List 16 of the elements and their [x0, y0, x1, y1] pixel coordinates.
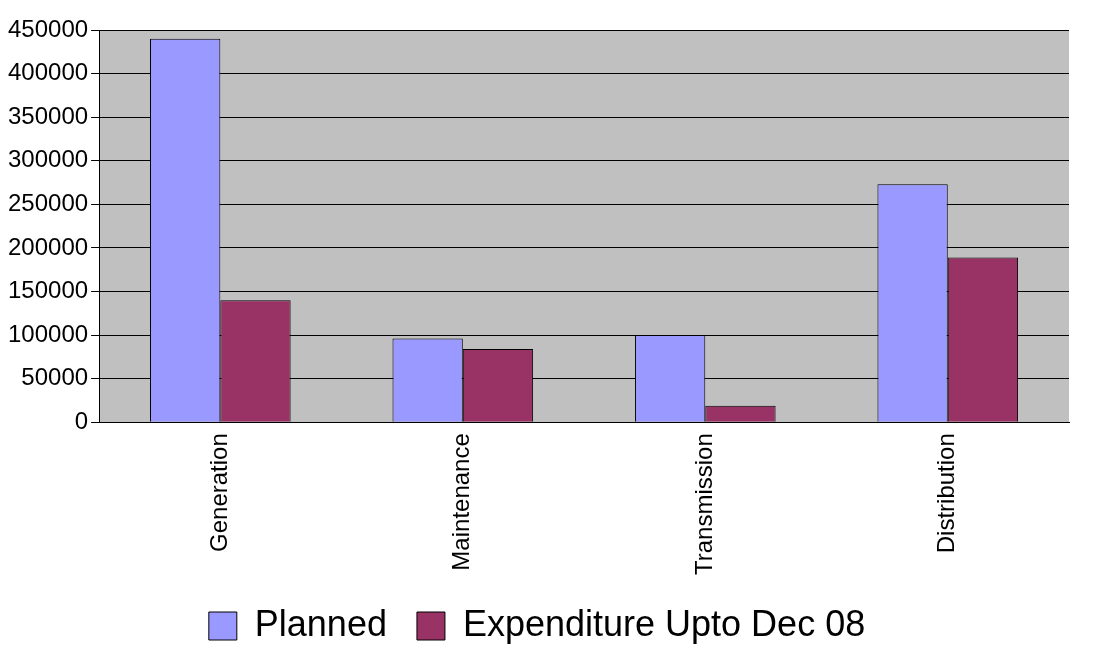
y-tick-label: 100000	[7, 319, 89, 347]
y-tick-label: 0	[74, 406, 89, 434]
legend-label: Planned	[254, 602, 387, 644]
x-tick-label: Transmission	[689, 433, 717, 575]
y-tick-label: 300000	[7, 145, 89, 173]
x-tick-label: Distribution	[932, 433, 960, 554]
y-tick-label: 450000	[7, 14, 89, 42]
x-tick-label: Generation	[204, 433, 232, 552]
x-tick-label: Maintenance	[447, 433, 475, 571]
y-tick-label: 350000	[7, 101, 89, 129]
y-tick-label: 50000	[21, 363, 89, 391]
y-tick-label: 200000	[7, 232, 89, 260]
y-tick-label: 400000	[7, 58, 89, 86]
y-tick-label: 150000	[7, 276, 89, 304]
y-tick-label: 250000	[7, 188, 89, 216]
legend-label: Expenditure Upto Dec 08	[462, 602, 866, 644]
